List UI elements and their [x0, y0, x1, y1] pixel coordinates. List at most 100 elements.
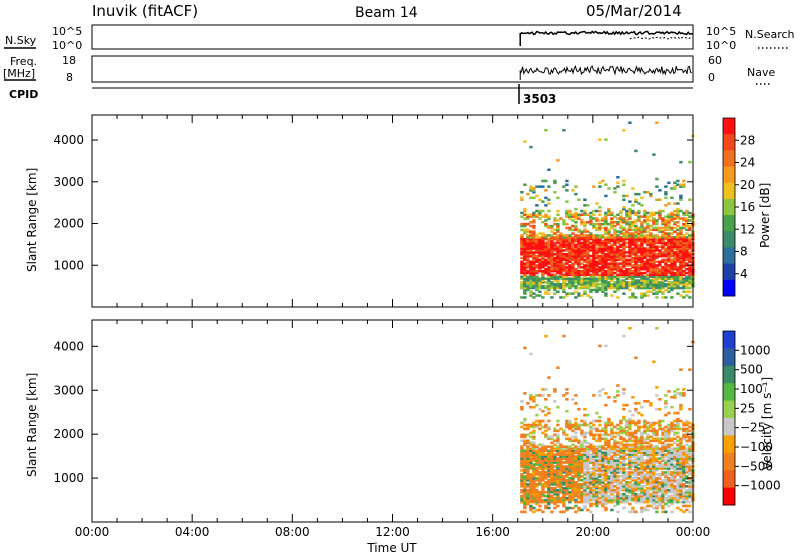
power-cell	[673, 258, 677, 262]
velocity-cell	[589, 445, 593, 448]
velocity-cell	[640, 492, 644, 496]
velocity-cell	[673, 419, 677, 423]
power-cell	[562, 129, 566, 132]
velocity-cell	[625, 473, 629, 476]
velocity-cell	[649, 494, 653, 498]
power-cell	[640, 268, 644, 271]
power-cell	[682, 290, 686, 293]
velocity-cell	[685, 443, 689, 447]
velocity-cell	[622, 403, 626, 407]
velocity-cell	[550, 467, 554, 470]
velocity-cell	[592, 486, 596, 490]
power-cell	[580, 279, 584, 282]
power-cell	[544, 224, 548, 228]
velocity-cell	[547, 467, 551, 470]
velocity-cell	[583, 494, 587, 498]
power-cell	[670, 226, 674, 230]
power-cell	[595, 237, 599, 241]
velocity-cell	[523, 461, 527, 464]
velocity-cell	[526, 463, 530, 466]
power-cell	[580, 209, 584, 213]
velocity-cell	[631, 419, 635, 423]
velocity-cell	[622, 465, 626, 468]
power-cell	[634, 192, 638, 196]
velocity-cell	[652, 360, 656, 364]
velocity-cell	[646, 492, 650, 496]
power-cell	[568, 284, 572, 288]
velocity-cell	[634, 437, 638, 441]
velocity-cell	[532, 455, 536, 458]
velocity-cell	[664, 485, 668, 488]
velocity-cell	[634, 492, 638, 496]
velocity-cell	[520, 481, 524, 484]
power-cell	[592, 275, 596, 278]
velocity-cell	[586, 471, 590, 474]
velocity-cell	[583, 457, 587, 460]
power-cell	[688, 279, 692, 282]
velocity-cell	[532, 496, 536, 500]
velocity-cell	[598, 344, 602, 348]
velocity-cell	[652, 485, 656, 488]
velocity-cell	[655, 496, 659, 500]
velocity-cell	[589, 421, 593, 425]
power-cell	[664, 219, 668, 222]
power-cell	[640, 230, 644, 233]
power-cell	[538, 286, 542, 290]
power-cell	[601, 258, 605, 262]
velocity-cell	[541, 469, 545, 472]
velocity-cell	[637, 486, 641, 490]
velocity-cell	[622, 486, 626, 490]
power-cell	[523, 224, 527, 228]
power-cell	[625, 275, 629, 278]
power-cell	[607, 230, 611, 233]
power-cell	[544, 284, 548, 288]
velocity-cell	[586, 447, 590, 450]
velocity-cell	[679, 508, 683, 512]
power-cell	[595, 202, 599, 205]
velocity-cell	[544, 413, 548, 417]
power-cell	[559, 277, 563, 280]
power-cell	[622, 281, 626, 284]
velocity-cell	[676, 447, 680, 450]
power-cell	[562, 185, 566, 188]
velocity-cell	[559, 459, 563, 462]
power-cell	[607, 211, 611, 215]
velocity-cell	[592, 492, 596, 496]
power-cbar-swatch	[723, 134, 735, 151]
velocity-cell	[631, 473, 635, 476]
velocity-cell	[562, 492, 566, 496]
velocity-cell	[655, 459, 659, 462]
velocity-cell	[565, 492, 569, 496]
power-cell	[685, 281, 689, 284]
power-cell	[664, 288, 668, 292]
velocity-cell	[676, 479, 680, 482]
power-cell	[604, 256, 608, 260]
power-cell	[658, 245, 662, 248]
velocity-cell	[646, 461, 650, 464]
power-cell	[568, 251, 572, 254]
velocity-cell	[682, 471, 686, 474]
velocity-cell	[661, 467, 665, 470]
velocity-cell	[625, 445, 629, 448]
power-cell	[622, 236, 626, 239]
power-cell	[640, 251, 644, 254]
velocity-cell	[667, 485, 671, 488]
power-cell	[556, 226, 560, 230]
power-cell	[547, 217, 551, 220]
velocity-cell	[682, 457, 686, 460]
power-cell	[556, 256, 560, 260]
velocity-cell	[679, 455, 683, 458]
power-cbar-tick-label: 16	[740, 200, 755, 214]
velocity-cell	[532, 459, 536, 462]
velocity-cell	[577, 425, 581, 429]
velocity-cell	[553, 433, 557, 437]
power-cell	[535, 269, 539, 273]
power-cell	[559, 264, 563, 267]
velocity-cell	[574, 425, 578, 429]
power-cell	[610, 221, 614, 224]
power-cell	[559, 273, 563, 277]
power-cell	[634, 245, 638, 248]
velocity-cell	[577, 457, 581, 460]
power-cell	[685, 258, 689, 262]
velocity-cell	[616, 427, 620, 431]
